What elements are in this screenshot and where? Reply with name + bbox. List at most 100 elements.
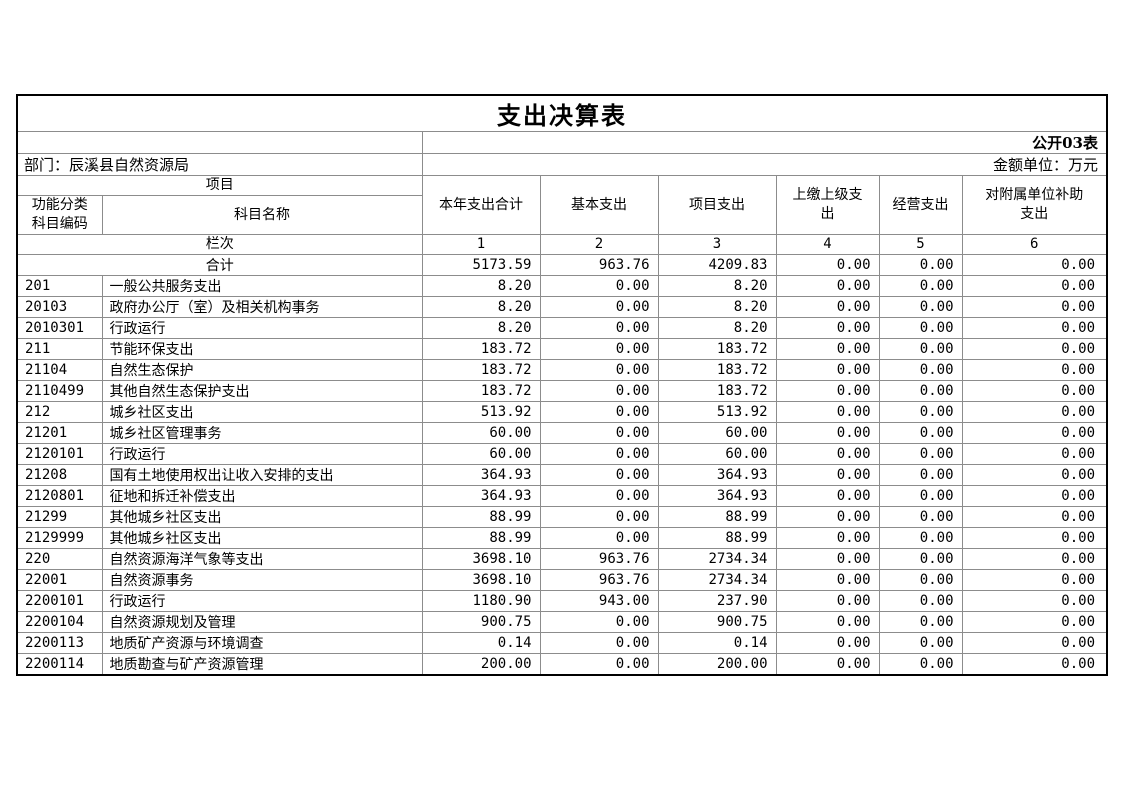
column-number-1: 1 xyxy=(421,234,541,255)
header-row-sub: 功能分类 科目编码 科目名称 xyxy=(16,195,1107,235)
header-col-total-expenditure: 本年支出合计 xyxy=(421,175,541,235)
row-value: 4209.83 xyxy=(657,254,777,276)
row-value: 60.00 xyxy=(657,422,777,444)
row-name: 征地和拆迁补偿支出 xyxy=(101,485,423,507)
row-value: 0.00 xyxy=(775,653,880,676)
table-row: 220 自然资源海洋气象等支出 3698.10 963.76 2734.34 0.00 0.… xyxy=(16,548,1108,570)
row-value: 0.00 xyxy=(539,380,659,402)
row-value: 2734.34 xyxy=(657,548,777,570)
row-value: 0.00 xyxy=(775,359,880,381)
row-value: 200.00 xyxy=(657,653,777,676)
row-value: 88.99 xyxy=(421,527,541,549)
row-value: 0.00 xyxy=(775,527,880,549)
row-code: 21104 xyxy=(16,359,103,381)
row-value: 88.99 xyxy=(657,527,777,549)
row-value: 0.00 xyxy=(775,296,880,318)
row-value: 0.00 xyxy=(539,632,659,654)
row-value: 3698.10 xyxy=(421,569,541,591)
row-value: 0.00 xyxy=(878,506,963,528)
table-row: 2200104 自然资源规划及管理 900.75 0.00 900.75 0.00 0.00… xyxy=(16,611,1108,633)
row-code: 211 xyxy=(16,338,103,360)
column-number-3: 3 xyxy=(657,234,777,255)
row-name: 行政运行 xyxy=(101,317,423,339)
row-value: 0.00 xyxy=(878,464,963,486)
row-value: 0.00 xyxy=(961,548,1108,570)
row-value: 0.00 xyxy=(539,422,659,444)
row-value: 0.00 xyxy=(775,485,880,507)
row-value: 0.00 xyxy=(878,422,963,444)
row-value: 3698.10 xyxy=(421,548,541,570)
row-value: 60.00 xyxy=(421,422,541,444)
row-value: 0.00 xyxy=(961,527,1108,549)
header-col-upper-level: 上缴上级支 出 xyxy=(775,175,880,235)
row-value: 0.00 xyxy=(961,590,1108,612)
row-value: 0.00 xyxy=(878,590,963,612)
table-row: 2129999 其他城乡社区支出 88.99 0.00 88.99 0.00 0.00 0.0… xyxy=(16,527,1108,549)
row-value: 963.76 xyxy=(539,548,659,570)
table-body: 合计 5173.59 963.76 4209.83 0.00 0.00 0.00 201 一般公… xyxy=(16,254,1108,676)
row-value: 0.00 xyxy=(961,653,1108,676)
page-title: 支出决算表 xyxy=(16,94,1108,132)
department-row: 部门：辰溪县自然资源局 金额单位：万元 xyxy=(16,153,1108,176)
row-value: 0.00 xyxy=(539,485,659,507)
row-value: 0.00 xyxy=(961,254,1108,276)
row-code: 2010301 xyxy=(16,317,103,339)
row-value: 0.00 xyxy=(878,485,963,507)
row-value: 1180.90 xyxy=(421,590,541,612)
table-row: 2200114 地质勘查与矿产资源管理 200.00 0.00 200.00 0.00 0.… xyxy=(16,653,1108,676)
row-value: 0.00 xyxy=(961,569,1108,591)
row-value: 0.00 xyxy=(961,359,1108,381)
column-number-2: 2 xyxy=(539,234,659,255)
table-row: 22001 自然资源事务 3698.10 963.76 2734.34 0.00 0.00 0… xyxy=(16,569,1108,591)
row-code: 2200113 xyxy=(16,632,103,654)
column-number-4: 4 xyxy=(775,234,880,255)
row-name: 行政运行 xyxy=(101,443,423,465)
row-value: 0.00 xyxy=(539,464,659,486)
row-code: 2120801 xyxy=(16,485,103,507)
row-value: 8.20 xyxy=(657,275,777,297)
row-value: 943.00 xyxy=(539,590,659,612)
row-value: 0.00 xyxy=(961,317,1108,339)
sheet-number-label: 公开03表 xyxy=(421,131,1108,154)
table-row: 2120101 行政运行 60.00 0.00 60.00 0.00 0.00 0.00 xyxy=(16,443,1108,465)
row-code: 21208 xyxy=(16,464,103,486)
header-row-project: 项目 本年支出合计 基本支出 项目支出 上缴上级支 出 经营支出 对附属单位补助… xyxy=(16,175,1108,235)
row-value: 88.99 xyxy=(657,506,777,528)
row-value: 8.20 xyxy=(421,317,541,339)
row-value: 8.20 xyxy=(421,296,541,318)
row-value: 0.00 xyxy=(775,380,880,402)
row-value: 8.20 xyxy=(421,275,541,297)
row-value: 900.75 xyxy=(657,611,777,633)
row-code: 2129999 xyxy=(16,527,103,549)
row-value: 200.00 xyxy=(421,653,541,676)
row-value: 0.00 xyxy=(878,527,963,549)
row-value: 183.72 xyxy=(421,380,541,402)
row-value: 0.00 xyxy=(775,401,880,423)
row-name: 自然资源规划及管理 xyxy=(101,611,423,633)
row-value: 5173.59 xyxy=(421,254,541,276)
row-value: 0.00 xyxy=(878,275,963,297)
row-value: 0.00 xyxy=(539,443,659,465)
row-value: 183.72 xyxy=(657,380,777,402)
total-row: 合计 5173.59 963.76 4209.83 0.00 0.00 0.00 xyxy=(16,254,1108,276)
row-value: 0.14 xyxy=(421,632,541,654)
row-value: 900.75 xyxy=(421,611,541,633)
row-value: 0.00 xyxy=(961,611,1108,633)
row-value: 0.00 xyxy=(775,611,880,633)
row-value: 0.00 xyxy=(539,275,659,297)
row-value: 0.00 xyxy=(961,380,1108,402)
row-value: 8.20 xyxy=(657,317,777,339)
row-name: 政府办公厅（室）及相关机构事务 xyxy=(101,296,423,318)
row-value: 183.72 xyxy=(657,338,777,360)
department-label: 部门：辰溪县自然资源局 xyxy=(16,153,423,176)
table-row: 20103 政府办公厅（室）及相关机构事务 8.20 0.00 8.20 0.00 0.00… xyxy=(16,296,1108,318)
row-name: 节能环保支出 xyxy=(101,338,423,360)
row-value: 183.72 xyxy=(421,359,541,381)
row-value: 0.00 xyxy=(961,296,1108,318)
row-code: 212 xyxy=(16,401,103,423)
row-code: 20103 xyxy=(16,296,103,318)
row-name: 自然生态保护 xyxy=(101,359,423,381)
row-code: 21201 xyxy=(16,422,103,444)
row-value: 0.00 xyxy=(961,464,1108,486)
unit-label: 金额单位：万元 xyxy=(421,153,1108,176)
